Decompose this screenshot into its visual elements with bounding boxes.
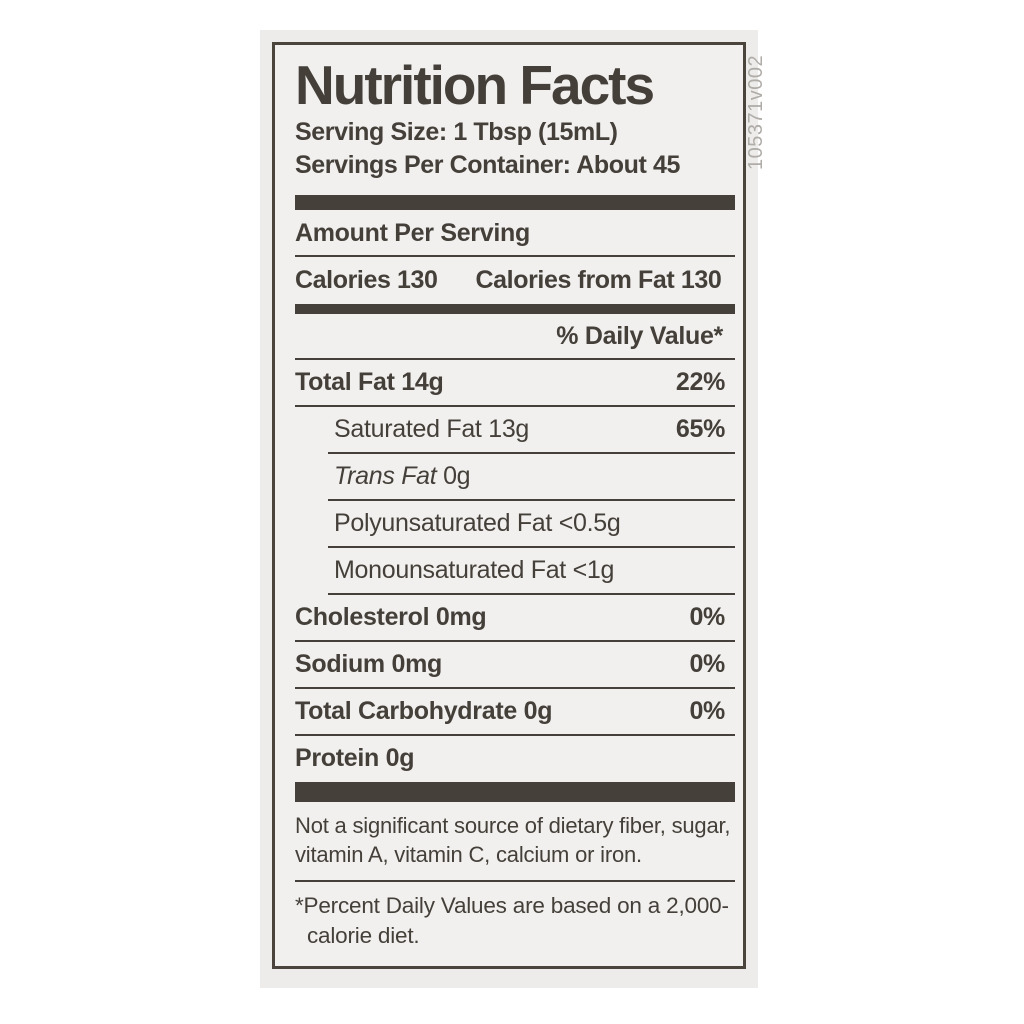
servings-per-container: Servings Per Container: About 45 xyxy=(295,151,680,179)
daily-value-header: % Daily Value* xyxy=(295,314,735,360)
nutrient-daily-value: 22% xyxy=(675,368,725,396)
nutrient-name: Cholesterol 0mg xyxy=(295,603,487,631)
panel-title: Nutrition Facts xyxy=(295,54,655,116)
nutrient-daily-value: 0% xyxy=(689,697,725,725)
nutrient-row: Monounsaturated Fat <1g xyxy=(328,548,735,595)
calories-value: Calories 130 xyxy=(295,266,438,294)
print-code: 105371v002 xyxy=(745,54,767,170)
nutrient-name: Protein 0g xyxy=(295,744,415,772)
calories-from-fat-value: Calories from Fat 130 xyxy=(475,266,722,294)
separator-bar-medium xyxy=(295,304,735,314)
nutrient-row: Total Carbohydrate 0g 0% xyxy=(295,689,735,736)
nutrient-name: Total Fat 14g xyxy=(295,368,444,396)
nutrient-name: Trans Fat 0g xyxy=(334,462,471,490)
nutrient-row: Protein 0g xyxy=(295,736,735,781)
nutrient-name: Sodium 0mg xyxy=(295,650,443,678)
daily-value-footnote: *Percent Daily Values are based on a 2,0… xyxy=(295,893,729,948)
not-significant-note: Not a significant source of dietary fibe… xyxy=(295,802,735,882)
nutrient-row: Trans Fat 0g xyxy=(328,454,735,501)
calories-row: Calories 130 Calories from Fat 130 xyxy=(295,257,735,304)
nutrient-daily-value: 0% xyxy=(689,650,725,678)
serving-size: Serving Size: 1 Tbsp (15mL) xyxy=(295,118,618,146)
nutrient-name: Monounsaturated Fat <1g xyxy=(334,556,615,584)
separator-bar-thick-bottom xyxy=(295,782,735,802)
nutrient-row: Sodium 0mg 0% xyxy=(295,642,735,689)
nutrition-facts-panel: Nutrition Facts Serving Size: 1 Tbsp (15… xyxy=(272,42,746,969)
nutrient-row: Cholesterol 0mg 0% xyxy=(295,595,735,642)
nutrient-daily-value: 0% xyxy=(689,603,725,631)
nutrient-row: Total Fat 14g 22% xyxy=(295,360,735,407)
nutrient-row: Saturated Fat 13g 65% xyxy=(328,407,735,454)
nutrient-rows: Total Fat 14g 22% Saturated Fat 13g 65% Tran… xyxy=(295,360,735,781)
nutrient-name: Saturated Fat 13g xyxy=(334,415,530,443)
nutrient-name: Polyunsaturated Fat <0.5g xyxy=(334,509,621,537)
separator-bar-thick xyxy=(295,195,735,210)
nutrient-daily-value: 65% xyxy=(675,415,725,443)
amount-per-serving-header: Amount Per Serving xyxy=(295,210,735,257)
nutrient-name: Total Carbohydrate 0g xyxy=(295,697,553,725)
nutrient-row: Polyunsaturated Fat <0.5g xyxy=(328,501,735,548)
